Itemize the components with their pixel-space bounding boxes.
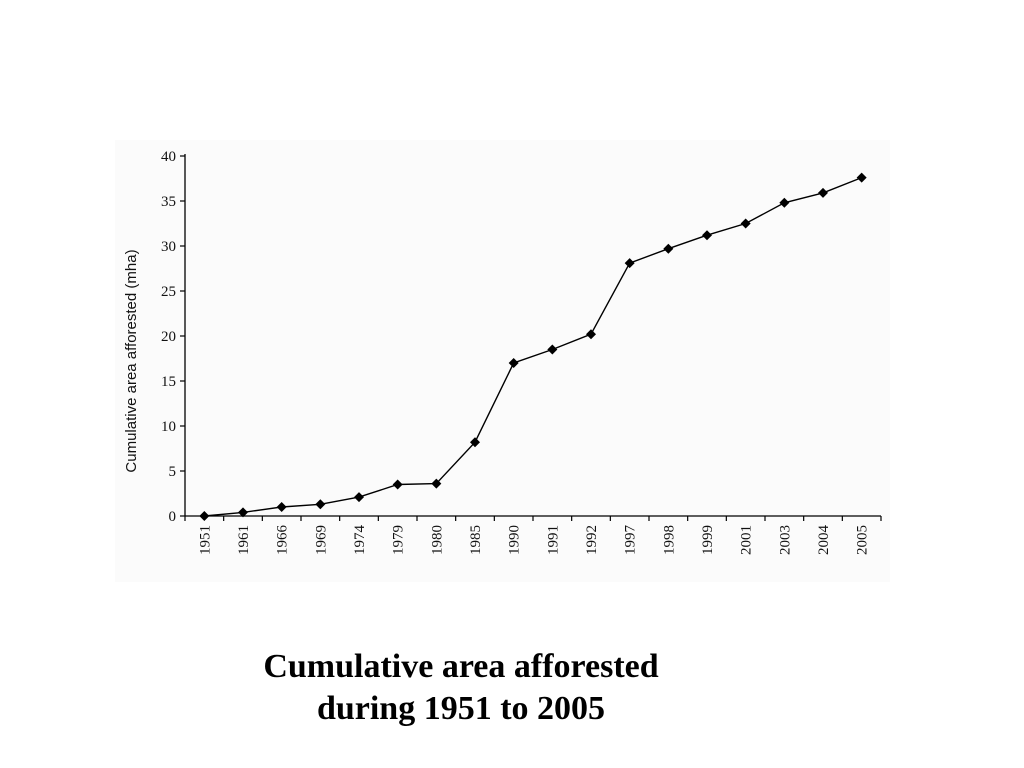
- data-point-marker: [547, 344, 558, 355]
- caption-line-2: during 1951 to 2005: [316, 690, 606, 727]
- chart-panel: 0 5 10 15 20 25 30 35 40 1951 1961 1966 1969 1974 1979…: [115, 140, 890, 582]
- data-point-marker: [354, 492, 364, 503]
- data-point-marker: [624, 258, 635, 269]
- line-chart: 0 5 10 15 20 25 30 35 40 1951 1961 1966 1969 1974 1979…: [123, 149, 882, 556]
- x-tick-label: 1992: [584, 525, 600, 555]
- y-tick-label: 20: [161, 329, 176, 345]
- data-point-marker: [818, 187, 828, 198]
- data-point-marker: [431, 478, 442, 489]
- x-tick-label: 1985: [468, 525, 484, 555]
- data-point-marker: [276, 502, 287, 512]
- x-tick-label: 1990: [507, 525, 523, 555]
- x-tick-label: 1969: [313, 525, 329, 555]
- x-tick-label: 1974: [352, 525, 368, 556]
- data-point-marker: [663, 243, 674, 254]
- data-point-marker: [702, 230, 712, 241]
- y-tick-label: 10: [161, 419, 176, 435]
- y-tick-label: 40: [161, 149, 176, 165]
- chart-axes: 0 5 10 15 20 25 30 35 40 1951 1961 1966 1969 1974 1979…: [161, 149, 882, 556]
- y-axis-title: Cumulative area afforested (mha): [123, 249, 140, 472]
- caption-line-1: Cumulative area afforested: [263, 648, 659, 685]
- data-point-marker: [586, 329, 596, 340]
- x-tick-label: 1997: [623, 525, 639, 556]
- x-tick-label: 1951: [197, 525, 213, 555]
- data-point-marker: [856, 172, 867, 183]
- data-point-marker: [392, 479, 403, 490]
- x-tick-label: 1991: [545, 525, 561, 555]
- x-tick-label: 1998: [661, 525, 677, 555]
- x-tick-label: 1999: [700, 525, 716, 555]
- data-point-marker: [508, 358, 519, 368]
- y-tick-label: 35: [161, 194, 176, 210]
- series-line: [204, 176, 862, 517]
- x-tick-label: 1966: [275, 525, 291, 556]
- y-tick-label: 0: [169, 509, 177, 525]
- y-tick-label: 15: [161, 374, 176, 390]
- data-point-marker: [199, 511, 210, 521]
- data-point-marker: [238, 507, 248, 518]
- y-tick-label: 30: [161, 239, 176, 255]
- x-tick-label: 2003: [777, 525, 793, 555]
- x-tick-label: 2004: [816, 525, 832, 556]
- y-tick-label: 25: [161, 284, 176, 300]
- data-point-marker: [740, 218, 751, 229]
- slide-caption: Cumulative area afforested during 1951 t…: [0, 646, 922, 730]
- y-tick-label: 5: [169, 464, 177, 480]
- x-tick-label: 1961: [236, 525, 252, 555]
- x-tick-label: 1980: [429, 525, 445, 555]
- x-tick-label: 1979: [391, 525, 407, 555]
- data-point-marker: [470, 437, 480, 448]
- chart-series: [199, 172, 867, 521]
- data-point-marker: [315, 499, 326, 510]
- x-tick-label: 2005: [855, 525, 871, 555]
- x-tick-label: 2001: [739, 525, 755, 555]
- data-point-marker: [779, 197, 790, 208]
